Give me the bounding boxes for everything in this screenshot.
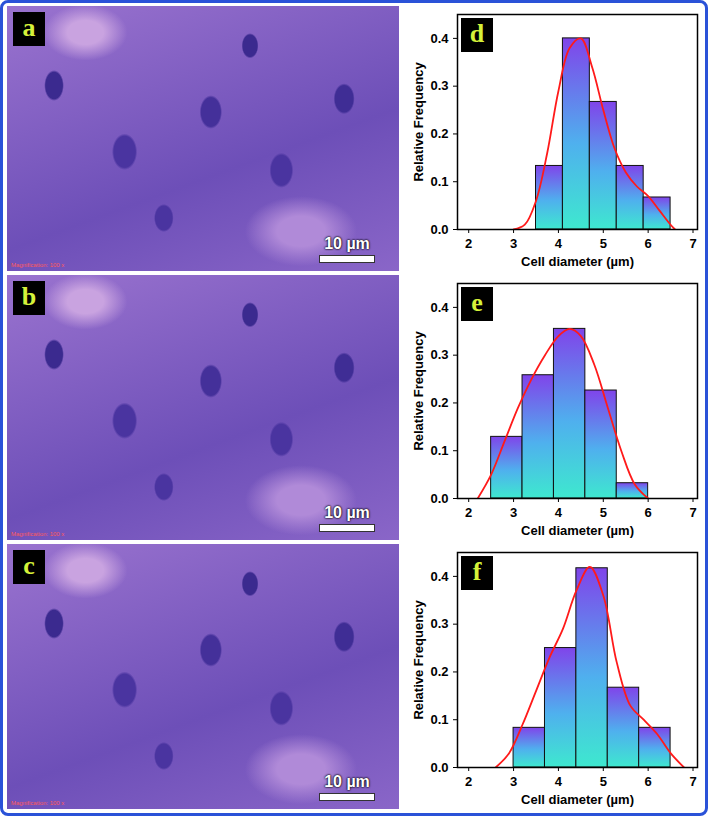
svg-text:0.1: 0.1	[430, 174, 448, 189]
html-text:10 µm: 10 µm	[324, 773, 370, 790]
svg-text:0.0: 0.0	[430, 222, 448, 237]
svg-text:Cell diameter (µm): Cell diameter (µm)	[521, 792, 634, 807]
html-text:Magnification: 100 x: Magnification: 100 x	[11, 800, 65, 806]
html-text:d: d	[469, 19, 485, 48]
html-text:c: c	[23, 551, 35, 580]
html-text:a: a	[22, 13, 36, 42]
svg-text:0.3: 0.3	[430, 78, 448, 93]
svg-text:Cell diameter (µm): Cell diameter (µm)	[521, 523, 634, 538]
svg-text:5: 5	[600, 236, 607, 251]
svg-text:2: 2	[465, 774, 472, 789]
svg-text:0.2: 0.2	[430, 395, 448, 410]
svg-text:0.1: 0.1	[430, 443, 448, 458]
svg-text:3: 3	[510, 505, 517, 520]
svg-text:3: 3	[510, 236, 517, 251]
svg-text:Relative Frequency: Relative Frequency	[411, 331, 426, 451]
svg-text:0.2: 0.2	[430, 126, 448, 141]
svg-text:Relative Frequency: Relative Frequency	[411, 62, 426, 182]
svg-text:0.4: 0.4	[430, 300, 449, 315]
svg-text:0.0: 0.0	[430, 760, 448, 775]
svg-text:2: 2	[465, 505, 472, 520]
svg-text:0.4: 0.4	[430, 31, 449, 46]
html-text:e: e	[471, 288, 483, 317]
svg-text:Cell diameter (µm): Cell diameter (µm)	[521, 254, 634, 269]
svg-text:4: 4	[555, 774, 563, 789]
svg-text:Relative Frequency: Relative Frequency	[411, 600, 426, 720]
svg-text:3: 3	[510, 774, 517, 789]
svg-text:0.3: 0.3	[430, 616, 448, 631]
svg-text:0.4: 0.4	[430, 569, 449, 584]
svg-text:5: 5	[600, 774, 607, 789]
html-text:Magnification: 100 x: Magnification: 100 x	[11, 262, 65, 268]
svg-text:7: 7	[689, 505, 696, 520]
svg-text:6: 6	[645, 774, 652, 789]
svg-text:7: 7	[689, 236, 696, 251]
svg-text:7: 7	[689, 774, 696, 789]
svg-text:5: 5	[600, 505, 607, 520]
svg-text:4: 4	[555, 505, 563, 520]
html-text:10 µm: 10 µm	[324, 235, 370, 252]
svg-text:4: 4	[555, 236, 563, 251]
html-text:10 µm: 10 µm	[324, 504, 370, 521]
html-text:f: f	[472, 557, 482, 586]
svg-text:6: 6	[645, 505, 652, 520]
svg-text:0.2: 0.2	[430, 664, 448, 679]
svg-text:0.0: 0.0	[430, 491, 448, 506]
svg-text:0.3: 0.3	[430, 347, 448, 362]
svg-text:2: 2	[465, 236, 472, 251]
svg-text:0.1: 0.1	[430, 712, 448, 727]
html-text:b: b	[21, 282, 37, 311]
html-text:Magnification: 100 x: Magnification: 100 x	[11, 531, 65, 537]
svg-text:6: 6	[645, 236, 652, 251]
